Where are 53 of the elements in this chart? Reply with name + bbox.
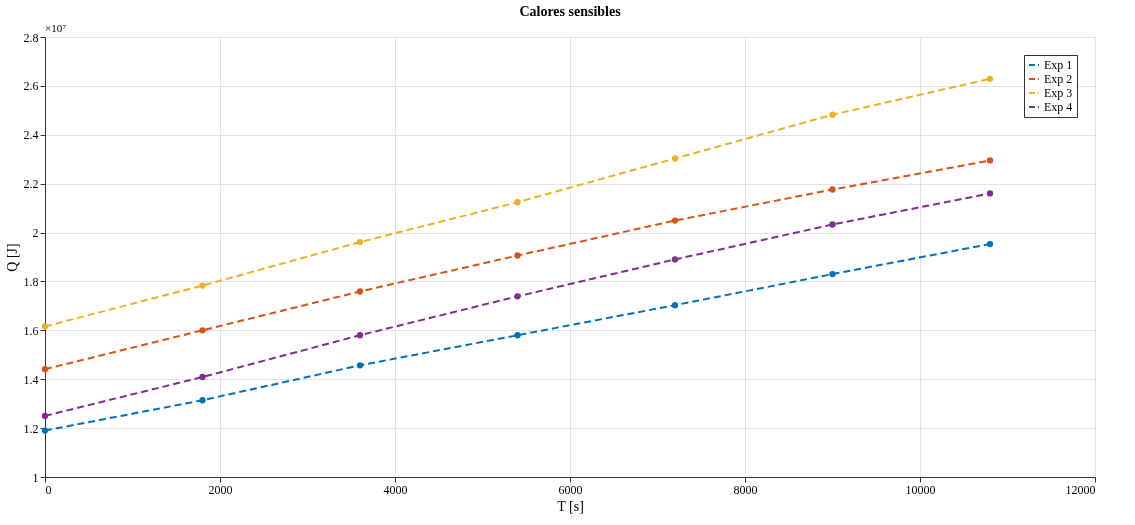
y-axis-title: Q [J] xyxy=(4,243,20,272)
point xyxy=(514,252,521,259)
y-tick-label: 1.6 xyxy=(23,323,39,338)
point xyxy=(671,155,679,162)
point xyxy=(829,111,836,118)
y-tick-label: 2.8 xyxy=(23,30,39,45)
point xyxy=(829,221,836,228)
point xyxy=(986,75,994,82)
chart-title: Calores sensibles xyxy=(519,4,622,19)
x-tick-label: 10000 xyxy=(905,482,936,497)
point xyxy=(41,323,49,330)
point xyxy=(514,199,521,206)
point xyxy=(829,186,836,193)
point xyxy=(986,157,994,164)
y-tick-label: 1.4 xyxy=(23,372,39,387)
y-tick-label: 2.2 xyxy=(23,177,39,192)
legend-label: Exp 4 xyxy=(1044,100,1073,114)
point xyxy=(199,282,206,289)
point xyxy=(671,302,679,309)
point xyxy=(356,332,364,339)
y-tick-label: 2.6 xyxy=(23,79,39,94)
x-tick-label: 0 xyxy=(45,482,52,497)
y-tick-label: 1.2 xyxy=(23,421,39,436)
legend-label: Exp 1 xyxy=(1044,58,1073,72)
y-tick-label: 1 xyxy=(32,470,39,485)
x-tick-label: 6000 xyxy=(558,482,583,497)
point xyxy=(986,190,994,197)
point xyxy=(199,327,206,334)
point xyxy=(41,366,49,373)
point xyxy=(356,362,364,369)
y-tick-label: 2 xyxy=(32,226,39,241)
point xyxy=(41,427,49,434)
x-tick-label: 12000 xyxy=(1065,482,1096,497)
x-tick-label: 4000 xyxy=(383,482,408,497)
point xyxy=(356,288,364,295)
point xyxy=(41,412,49,420)
x-tick-label: 8000 xyxy=(733,482,758,497)
legend-label: Exp 2 xyxy=(1044,72,1073,86)
point xyxy=(671,256,679,263)
point xyxy=(514,332,521,339)
y-tick-label: 1.8 xyxy=(23,274,39,289)
point xyxy=(514,293,521,300)
point xyxy=(829,270,836,278)
point xyxy=(356,238,364,246)
x-axis-title: T [s] xyxy=(557,498,584,514)
point xyxy=(199,397,206,404)
legend-label: Exp 3 xyxy=(1044,86,1073,100)
y-tick-label: 2.4 xyxy=(23,128,39,143)
point xyxy=(671,217,679,224)
point xyxy=(199,373,206,381)
x-tick-label: 2000 xyxy=(208,482,233,497)
text: ×10⁷ xyxy=(45,22,67,34)
point xyxy=(986,240,994,248)
